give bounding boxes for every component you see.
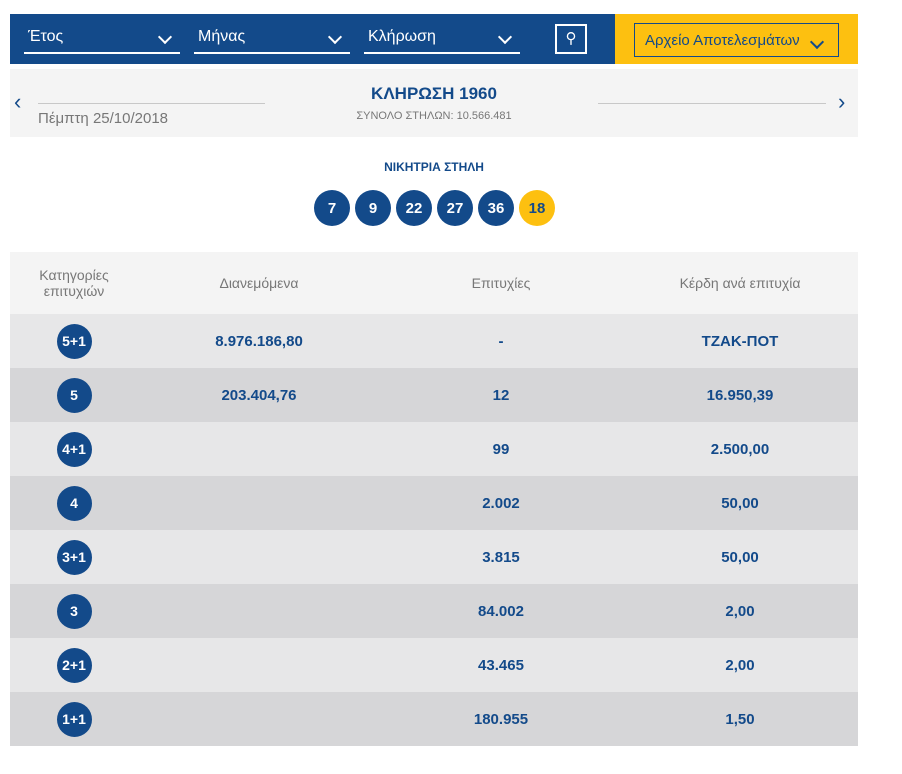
category-cell: 5+1 [10,314,138,368]
prize-cell: 2.500,00 [622,422,858,476]
prize-cell: ΤΖΑΚ-ΠΟΤ [622,314,858,368]
category-badge: 4 [56,485,92,521]
winners-cell: 180.955 [380,692,622,746]
winners-cell: - [380,314,622,368]
number-ball: 9 [355,190,391,226]
year-label: Έτος [28,28,64,45]
category-badge: 2+1 [56,647,92,683]
winning-column-label: ΝΙΚΗΤΡΙΑ ΣΤΗΛΗ [384,160,484,174]
category-cell: 4+1 [10,422,138,476]
header-distributed: Διανεμόμενα [138,252,380,314]
filter-panel: Έτος Μήνας Κλήρωση ⚲ [10,14,615,64]
table-row: 2+1 43.465 2,00 [10,638,858,692]
category-cell: 5 [10,368,138,422]
table-row: 4+1 99 2.500,00 [10,422,858,476]
table-row: 3+1 3.815 50,00 [10,530,858,584]
distributed-cell [138,530,380,584]
distributed-cell [138,638,380,692]
distributed-cell: 8.976.186,80 [138,314,380,368]
draw-title: ΚΛΗΡΩΣΗ 1960 [371,84,497,103]
header-winners: Επιτυχίες [380,252,622,314]
table-row: 3 84.002 2,00 [10,584,858,638]
chevron-down-icon [157,29,173,45]
winners-cell: 2.002 [380,476,622,530]
number-ball: 7 [314,190,350,226]
category-cell: 3 [10,584,138,638]
prize-cell: 50,00 [622,476,858,530]
chevron-down-icon [497,29,513,45]
winners-cell: 84.002 [380,584,622,638]
winners-cell: 3.815 [380,530,622,584]
category-cell: 4 [10,476,138,530]
category-badge: 1+1 [56,701,92,737]
winning-numbers: 7 9 22 27 36 18 [314,190,555,226]
table-row: 4 2.002 50,00 [10,476,858,530]
distributed-cell [138,584,380,638]
bonus-ball: 18 [519,190,555,226]
winners-cell: 99 [380,422,622,476]
table-row: 5+1 8.976.186,80 - ΤΖΑΚ-ΠΟΤ [10,314,858,368]
search-button[interactable]: ⚲ [555,24,587,54]
category-badge: 3 [56,593,92,629]
month-label: Μήνας [198,28,246,45]
divider [38,103,265,104]
table-row: 1+1 180.955 1,50 [10,692,858,746]
prize-cell: 2,00 [622,638,858,692]
category-cell: 1+1 [10,692,138,746]
header-prize: Κέρδη ανά επιτυχία [622,252,858,314]
search-icon: ⚲ [565,30,577,47]
archive-label: Αρχείο Αποτελεσμάτων [645,31,800,49]
year-select[interactable]: Έτος [24,28,180,54]
header-category: Κατηγορίες επιτυχιών [10,252,138,314]
prize-table: Κατηγορίες επιτυχιών Διανεμόμενα Επιτυχί… [10,252,858,746]
archive-panel: Αρχείο Αποτελεσμάτων [615,14,858,64]
distributed-cell [138,692,380,746]
divider [598,103,826,104]
number-ball: 36 [478,190,514,226]
category-badge: 5+1 [56,323,92,359]
number-ball: 22 [396,190,432,226]
prize-cell: 1,50 [622,692,858,746]
winners-cell: 12 [380,368,622,422]
chevron-down-icon [327,29,343,45]
distributed-cell [138,476,380,530]
draw-select[interactable]: Κλήρωση [364,28,520,54]
draw-label: Κλήρωση [368,28,436,45]
filter-bar: Έτος Μήνας Κλήρωση ⚲ Αρχείο Αποτελεσμάτω… [10,14,858,64]
number-ball: 27 [437,190,473,226]
prize-cell: 50,00 [622,530,858,584]
draw-header: ‹ Πέμπτη 25/10/2018 ΚΛΗΡΩΣΗ 1960 ΣΥΝΟΛΟ … [10,69,858,137]
category-cell: 2+1 [10,638,138,692]
table-row: 5 203.404,76 12 16.950,39 [10,368,858,422]
category-cell: 3+1 [10,530,138,584]
distributed-cell [138,422,380,476]
next-draw-arrow-icon[interactable]: › [838,89,846,114]
month-select[interactable]: Μήνας [194,28,350,54]
category-badge: 4+1 [56,431,92,467]
prev-draw-arrow-icon[interactable]: ‹ [14,89,22,114]
distributed-cell: 203.404,76 [138,368,380,422]
winners-cell: 43.465 [380,638,622,692]
prize-cell: 2,00 [622,584,858,638]
chevron-down-icon [809,34,825,50]
prize-cell: 16.950,39 [622,368,858,422]
total-columns: ΣΥΝΟΛΟ ΣΤΗΛΩΝ: 10.566.481 [356,110,512,122]
archive-dropdown[interactable]: Αρχείο Αποτελεσμάτων [634,23,839,57]
category-badge: 5 [56,377,92,413]
category-badge: 3+1 [56,539,92,575]
draw-date: Πέμπτη 25/10/2018 [38,110,169,127]
